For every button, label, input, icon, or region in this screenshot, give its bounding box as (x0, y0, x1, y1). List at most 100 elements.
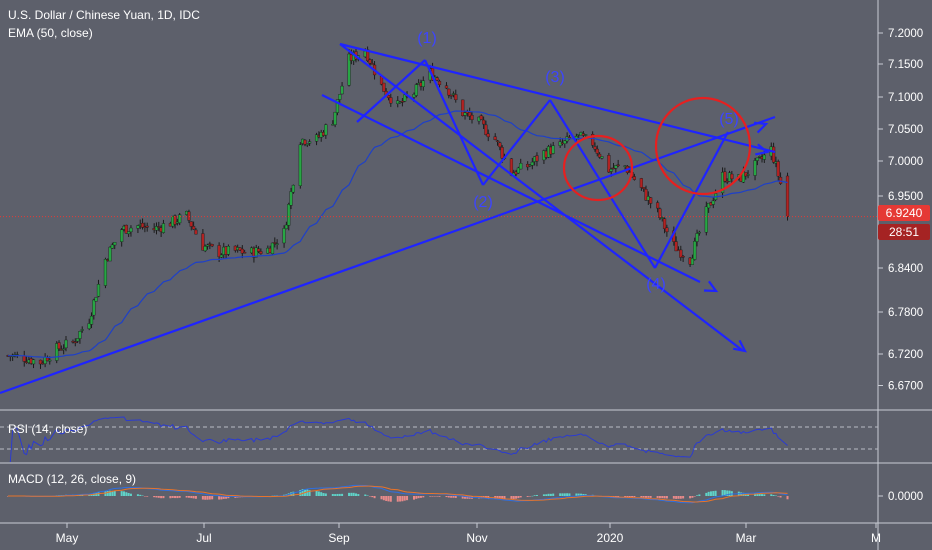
macd-histogram-bar (645, 496, 647, 498)
candle-body (500, 147, 504, 159)
time-tick-label: Nov (466, 531, 487, 545)
macd-histogram-bar (656, 496, 659, 498)
candle-body (493, 136, 497, 140)
macd-histogram-bar (698, 494, 701, 496)
macd-histogram-bar (139, 494, 142, 496)
macd-histogram-bar (320, 492, 323, 496)
macd-histogram-bar (211, 496, 214, 500)
candle-body (62, 348, 66, 351)
macd-histogram-bar (624, 496, 627, 498)
candle-body (289, 191, 293, 206)
candle-body (598, 153, 602, 158)
price-tick-label: 7.1000 (888, 92, 923, 104)
wave-segment (654, 131, 729, 269)
macd-histogram-bar (415, 496, 418, 499)
macd-histogram-bar (389, 496, 392, 502)
macd-histogram-bar (331, 493, 334, 496)
candle-body (720, 172, 725, 194)
candle-body (563, 140, 567, 144)
macd-histogram-bar (682, 496, 685, 499)
candle-body (389, 97, 393, 104)
macd-histogram-bar (104, 491, 107, 496)
candle-body (447, 88, 451, 96)
macd-histogram-bar (315, 490, 318, 496)
macd-histogram-bar (201, 496, 204, 500)
candle-body (45, 357, 50, 362)
price-tick-label: 6.9500 (888, 191, 923, 203)
macd-histogram-bar (160, 496, 163, 499)
candle-body (78, 331, 82, 339)
candle-body (516, 167, 520, 174)
time-tick-label: May (56, 531, 79, 545)
candle-body (254, 247, 258, 258)
macd-histogram-bar (127, 493, 130, 496)
candle-body (649, 197, 653, 204)
macd-histogram-bar (707, 491, 710, 496)
macd-histogram-bar (143, 496, 146, 497)
macd-histogram-bar (308, 490, 311, 496)
lower-channel-line (321, 94, 701, 283)
macd-histogram-bar (413, 496, 415, 500)
candle-body (314, 134, 319, 142)
last-price-tag: 6.9240 (878, 205, 930, 221)
macd-line (8, 484, 788, 504)
candle-body (189, 221, 193, 227)
macd-histogram-bar (146, 496, 149, 497)
price-tick-label: 6.6700 (888, 381, 923, 393)
time-tick-label: Mar (736, 531, 757, 545)
wave-segment (482, 99, 551, 186)
candle-body (256, 248, 261, 252)
candle-body (644, 189, 648, 201)
candle-body (64, 339, 68, 349)
macd-histogram-bar (371, 496, 374, 498)
macd-histogram-bar (679, 496, 682, 499)
candle-body (656, 202, 660, 209)
arrow-head (733, 339, 748, 353)
macd-histogram-bar (464, 496, 467, 499)
candle-body (173, 215, 177, 225)
candle-body (414, 84, 418, 96)
long-trendline (0, 115, 776, 395)
candle-body (697, 231, 701, 234)
macd-histogram-bar (419, 496, 422, 498)
macd-histogram-bar (726, 490, 729, 496)
candle-body (600, 156, 604, 159)
macd-histogram-bar (728, 490, 731, 496)
macd-histogram-bar (355, 493, 357, 496)
candle-body (80, 329, 84, 331)
macd-histogram-bar (106, 491, 109, 496)
chart-title: U.S. Dollar / Chinese Yuan, 1D, IDC (8, 8, 200, 22)
arrow-head (755, 143, 770, 156)
candle-body (333, 111, 337, 125)
candle-body (451, 93, 456, 95)
candle-body (217, 245, 221, 258)
macd-histogram-bar (786, 496, 789, 500)
candle-body (308, 141, 312, 144)
macd-histogram-bar (740, 492, 743, 496)
candle-body (368, 59, 372, 64)
macd-histogram-bar (677, 496, 680, 499)
macd-histogram-bar (658, 496, 661, 499)
macd-histogram-bar (162, 496, 165, 499)
candle-body (127, 231, 131, 235)
candle-body (55, 343, 59, 361)
price-tick-label: 6.8400 (888, 263, 923, 275)
macd-histogram-bar (227, 496, 230, 499)
wave-segment (549, 99, 656, 269)
candle-body (730, 173, 734, 180)
macd-histogram-bar (141, 495, 144, 496)
wave-label: (5) (719, 111, 739, 128)
candle-body (479, 115, 483, 120)
candle-body (113, 242, 117, 246)
macd-histogram-bar (185, 496, 188, 498)
candle-body (484, 124, 488, 135)
macd-histogram-bar (387, 496, 390, 502)
macd-histogram-bar (406, 496, 409, 501)
wave-segment (424, 59, 484, 186)
macd-histogram-bar (334, 494, 337, 496)
ema-legend: EMA (50, close) (8, 26, 93, 40)
macd-histogram-bar (157, 496, 160, 498)
candle-body (194, 229, 198, 235)
macd-histogram-bar (401, 496, 404, 502)
